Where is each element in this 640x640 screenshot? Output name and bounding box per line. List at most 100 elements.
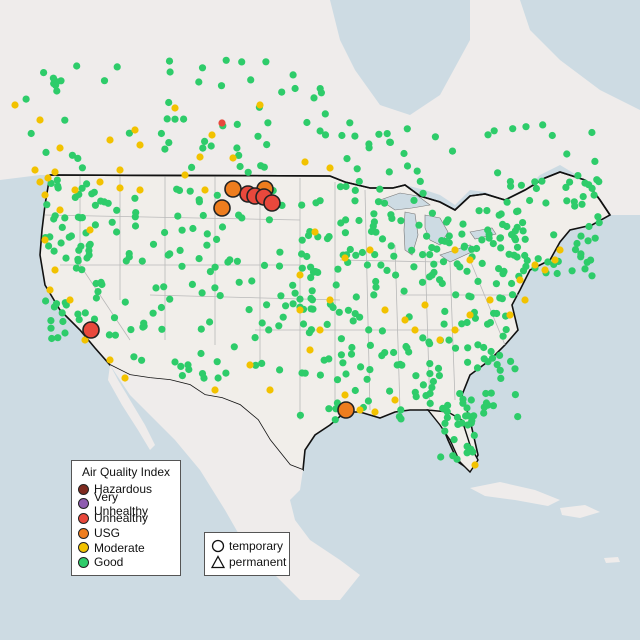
monitor-marker — [337, 335, 345, 343]
monitor-marker — [437, 453, 445, 461]
monitor-marker — [464, 344, 472, 352]
monitor-marker — [509, 125, 517, 133]
monitor-marker — [316, 326, 324, 334]
monitor-marker — [132, 209, 140, 217]
monitor-marker — [381, 306, 389, 314]
monitor-marker — [508, 291, 517, 299]
monitor-marker — [538, 177, 546, 185]
monitor-marker — [36, 178, 44, 186]
smoke-monitor-marker — [213, 199, 231, 217]
monitor-marker — [585, 222, 593, 231]
monitor-marker — [408, 246, 416, 254]
monitor-marker — [57, 77, 65, 85]
monitor-marker — [463, 267, 471, 275]
monitor-marker — [587, 256, 595, 264]
monitor-marker — [188, 163, 196, 171]
monitor-marker — [426, 389, 434, 398]
monitor-marker — [344, 306, 352, 314]
monitor-marker — [217, 82, 226, 90]
monitor-marker — [388, 214, 396, 222]
cuba-land — [470, 482, 560, 506]
monitor-marker — [413, 167, 421, 175]
monitor-marker — [435, 372, 443, 380]
monitor-marker — [296, 411, 304, 419]
monitor-marker — [325, 405, 333, 413]
monitor-marker — [441, 427, 449, 435]
monitor-marker — [496, 351, 504, 359]
monitor-marker — [199, 144, 207, 152]
monitor-marker — [166, 68, 174, 76]
monitor-marker — [336, 183, 345, 191]
monitor-marker — [140, 319, 148, 327]
monitor-marker — [418, 278, 427, 286]
monitor-marker — [307, 274, 315, 282]
hispaniola-land — [560, 505, 600, 518]
monitor-marker — [100, 198, 108, 206]
monitor-marker — [445, 232, 453, 240]
monitor-marker — [258, 319, 266, 327]
monitor-marker — [426, 399, 434, 407]
monitor-marker — [430, 260, 438, 268]
monitor-marker — [276, 248, 284, 256]
monitor-marker — [303, 252, 311, 261]
monitor-marker — [207, 142, 215, 150]
monitor-marker — [352, 251, 360, 259]
monitor-marker — [51, 168, 59, 176]
monitor-marker — [178, 372, 186, 380]
legend-label-very-unhealthy: Very Unhealthy — [94, 489, 149, 518]
monitor-marker — [42, 148, 50, 156]
monitor-marker — [526, 196, 534, 205]
monitor-marker — [166, 295, 174, 303]
monitor-marker — [347, 350, 356, 358]
monitor-marker — [591, 234, 599, 242]
monitor-marker — [458, 320, 466, 328]
monitor-marker — [275, 262, 284, 270]
monitor-marker — [439, 258, 448, 266]
monitor-marker — [463, 318, 471, 327]
monitor-marker — [351, 186, 359, 194]
monitor-marker — [110, 314, 119, 322]
monitor-marker — [497, 244, 505, 252]
monitor-marker — [195, 78, 203, 86]
legend-label-permanent: permanent — [229, 555, 287, 569]
hudson-bay — [330, 0, 470, 115]
monitor-marker — [453, 413, 462, 421]
monitor-marker — [230, 343, 238, 351]
monitor-marker — [419, 334, 427, 342]
monitor-marker — [459, 220, 467, 228]
monitor-marker — [392, 271, 400, 279]
monitor-marker — [423, 232, 431, 240]
monitor-marker — [58, 309, 66, 317]
monitor-marker — [195, 255, 203, 263]
monitor-marker — [277, 292, 285, 300]
monitor-marker — [312, 199, 320, 207]
monitor-marker — [305, 329, 313, 337]
monitor-marker — [503, 198, 511, 206]
monitor-marker — [496, 366, 504, 374]
legend-item-temporary: temporary — [211, 538, 283, 554]
monitor-marker — [233, 257, 241, 265]
monitor-marker — [218, 223, 227, 231]
monitor-type-legend: temporary permanent — [204, 532, 290, 576]
monitor-marker — [78, 164, 86, 172]
monitor-marker — [59, 317, 67, 326]
monitor-marker — [121, 298, 129, 306]
monitor-marker — [581, 265, 589, 273]
monitor-marker — [451, 344, 460, 352]
monitor-marker — [160, 283, 168, 291]
legend-label-good: Good — [94, 555, 124, 570]
monitor-marker — [371, 408, 379, 416]
monitor-marker — [31, 166, 39, 174]
monitor-marker — [157, 129, 165, 138]
monitor-marker — [405, 348, 413, 356]
monitor-marker — [513, 243, 522, 251]
monitor-marker — [486, 296, 494, 304]
monitor-marker — [499, 332, 507, 340]
monitor-marker — [522, 123, 530, 131]
monitor-marker — [421, 301, 429, 309]
monitor-marker — [229, 154, 237, 162]
monitor-marker — [505, 250, 513, 258]
monitor-marker — [152, 284, 160, 292]
monitor-marker — [593, 176, 601, 184]
